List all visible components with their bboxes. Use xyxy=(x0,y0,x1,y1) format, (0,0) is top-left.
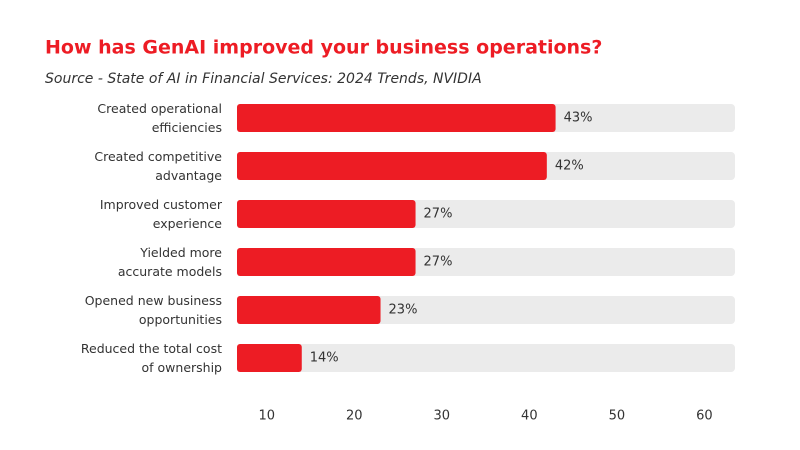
value-label: 27% xyxy=(424,207,453,222)
bar-track xyxy=(237,344,735,372)
bar xyxy=(237,200,416,228)
bar xyxy=(237,248,416,276)
value-label: 14% xyxy=(310,351,339,366)
value-label: 23% xyxy=(389,303,418,318)
x-tick-label: 30 xyxy=(434,409,451,424)
x-tick-label: 20 xyxy=(346,409,363,424)
category-label: Created competitive advantage xyxy=(94,149,222,183)
x-tick-label: 60 xyxy=(696,409,713,424)
bar xyxy=(237,344,302,372)
bar xyxy=(237,296,381,324)
bar xyxy=(237,104,556,132)
chart-subtitle: Source - State of AI in Financial Servic… xyxy=(45,71,482,87)
value-label: 43% xyxy=(564,111,593,126)
category-label: Opened new business opportunities xyxy=(84,293,222,327)
category-label: Reduced the total cost of ownership xyxy=(80,341,222,375)
value-label: 42% xyxy=(555,159,584,174)
category-label: Created operational efficiencies xyxy=(97,101,222,135)
category-label: Improved customer experience xyxy=(99,197,222,231)
x-tick-label: 50 xyxy=(609,409,626,424)
x-tick-label: 10 xyxy=(258,409,275,424)
x-tick-label: 40 xyxy=(521,409,538,424)
chart-title: How has GenAI improved your business ope… xyxy=(45,37,602,59)
bar xyxy=(237,152,547,180)
category-label: Yielded more accurate models xyxy=(117,245,222,279)
value-label: 27% xyxy=(424,255,453,270)
